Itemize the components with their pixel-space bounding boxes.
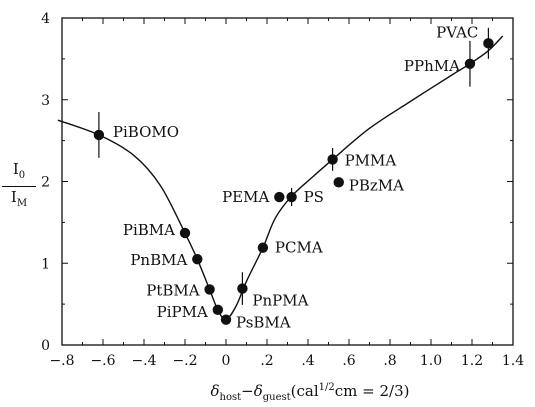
point-label: PS bbox=[304, 188, 324, 206]
data-point bbox=[204, 284, 215, 295]
y-axis-label-numerator: I0 bbox=[2, 160, 36, 187]
x-tick-label: −.8 bbox=[49, 353, 74, 369]
y-tick-label: 1 bbox=[41, 256, 50, 272]
point-label: PEMA bbox=[222, 188, 269, 206]
x-tick-label: .8 bbox=[383, 353, 396, 369]
point-label: PBzMA bbox=[349, 176, 404, 194]
point-label: PiPMA bbox=[157, 303, 208, 321]
data-point bbox=[464, 58, 476, 69]
point-label: PsBMA bbox=[236, 314, 291, 332]
y-tick-label: 3 bbox=[41, 93, 50, 109]
data-point bbox=[327, 154, 338, 165]
point-label: PnBMA bbox=[130, 251, 187, 269]
data-point bbox=[257, 242, 269, 253]
x-axis-label: δhost−δguest(cal1/2cm = 2/3) bbox=[210, 382, 410, 403]
data-point bbox=[192, 253, 203, 265]
point-label: PtBMA bbox=[146, 281, 200, 299]
axis-ticks: −.8 −.6 −.4 −.2 0 .2 .4 .6 .8 1.0 1.2 1.4 0 1 2 3 4 bbox=[41, 11, 524, 369]
y-tick-label: 0 bbox=[41, 338, 50, 354]
data-point bbox=[274, 191, 285, 203]
point-label: PnPMA bbox=[252, 292, 308, 310]
data-point bbox=[212, 304, 223, 316]
point-label: PPhMA bbox=[404, 57, 460, 75]
x-tick-label: −.4 bbox=[131, 353, 156, 369]
point-label: PCMA bbox=[275, 239, 323, 257]
data-point bbox=[93, 129, 105, 141]
data-point bbox=[333, 177, 344, 188]
data-point bbox=[237, 283, 248, 294]
data-point bbox=[179, 227, 191, 239]
y-tick-label: 2 bbox=[41, 175, 50, 191]
data-point bbox=[220, 314, 232, 325]
data-points bbox=[93, 38, 494, 325]
point-label: PMMA bbox=[345, 151, 397, 169]
point-label: PiBOMO bbox=[113, 123, 179, 141]
x-tick-label: 1.2 bbox=[461, 353, 483, 369]
point-labels: PiBOMO PiBMA PnBMA PtBMA PiPMA PsBMA PnPMA PCMA… bbox=[113, 23, 478, 331]
fit-curve bbox=[57, 35, 504, 321]
y-axis-label-denominator: IM bbox=[10, 188, 28, 209]
x-tick-label: 0 bbox=[222, 353, 231, 369]
x-tick-label: .2 bbox=[260, 353, 273, 369]
fit-curve-layer bbox=[57, 35, 504, 321]
x-tick-label: −.6 bbox=[90, 353, 115, 369]
y-tick-label: 4 bbox=[41, 11, 50, 27]
y-axis-label: I0 IM bbox=[2, 160, 36, 213]
x-tick-label: −.2 bbox=[172, 353, 197, 369]
x-tick-label: .6 bbox=[342, 353, 355, 369]
x-tick-label: .4 bbox=[301, 353, 314, 369]
x-tick-label: 1.0 bbox=[420, 353, 442, 369]
data-point bbox=[286, 191, 297, 203]
point-label: PVAC bbox=[436, 23, 478, 41]
x-tick-label: 1.4 bbox=[502, 353, 524, 369]
data-point bbox=[483, 38, 494, 49]
point-label: PiBMA bbox=[123, 221, 175, 239]
